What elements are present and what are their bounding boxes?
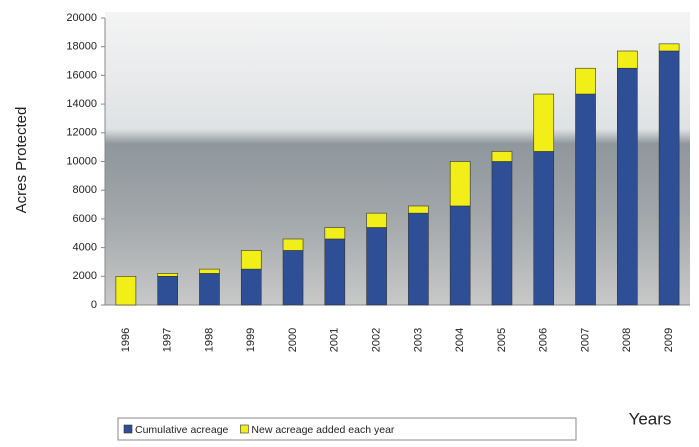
- bar-segment: [408, 205, 429, 214]
- legend-swatch: [240, 424, 249, 434]
- bar-segment: [282, 250, 304, 306]
- bar-segment: [533, 93, 555, 152]
- bar-segment: [408, 212, 429, 306]
- bar-segment: [491, 151, 513, 162]
- bar-segment: [157, 273, 178, 277]
- x-tick-label: 2003: [412, 328, 424, 352]
- legend: [117, 417, 577, 441]
- y-tick-label: 4000: [73, 242, 97, 254]
- x-tick-label: 1998: [203, 328, 215, 352]
- y-tick-label: 6000: [73, 213, 97, 225]
- y-tick-label: 20000: [66, 12, 97, 24]
- y-tick-label: 8000: [73, 184, 97, 196]
- x-tick-label: 1999: [245, 328, 257, 352]
- y-axis-label: Acres Protected: [13, 107, 30, 214]
- bar-segment: [449, 205, 471, 306]
- y-tick-label: 0: [91, 299, 97, 311]
- x-tick-label: 2007: [579, 328, 591, 352]
- bar-segment: [115, 275, 137, 306]
- y-tick-label: 16000: [66, 69, 97, 81]
- bar-segment: [366, 212, 387, 228]
- x-tick-label: 2001: [329, 328, 341, 352]
- bar-segment: [658, 43, 680, 52]
- y-tick-label: 18000: [66, 41, 97, 53]
- legend-label: New acreage added each year: [251, 424, 395, 436]
- legend-label: Cumulative acreage: [135, 424, 229, 436]
- x-tick-label: 2002: [371, 328, 383, 352]
- bar-segment: [533, 151, 555, 306]
- bar-segment: [658, 50, 680, 306]
- legend-swatch: [123, 424, 133, 434]
- bar-segment: [617, 67, 638, 306]
- bar-segment: [240, 250, 262, 270]
- x-tick-label: 2006: [538, 328, 550, 352]
- bar-segment: [491, 161, 513, 306]
- bar-segment: [157, 275, 178, 306]
- x-tick-label: 2000: [287, 328, 299, 352]
- bar-segment: [199, 268, 220, 274]
- x-tick-label: 2005: [496, 328, 508, 352]
- bar-segment: [324, 227, 346, 240]
- y-tick-label: 10000: [66, 155, 97, 167]
- bar-segment: [240, 268, 262, 306]
- y-tick-label: 2000: [73, 270, 97, 282]
- bar-segment: [199, 273, 220, 306]
- x-tick-label: 2009: [663, 328, 675, 352]
- x-tick-label: 2008: [621, 328, 633, 352]
- bar-segment: [449, 161, 471, 207]
- bar-segment: [324, 238, 346, 306]
- bar-segment: [282, 238, 304, 251]
- y-tick-label: 14000: [66, 98, 97, 110]
- x-tick-label: 1997: [162, 328, 174, 352]
- y-tick-label: 12000: [66, 127, 97, 139]
- x-axis-label: Years: [629, 409, 672, 428]
- bar-segment: [575, 93, 596, 306]
- bar-segment: [617, 50, 638, 69]
- x-tick-label: 2004: [454, 328, 466, 352]
- x-tick-label: 1996: [120, 328, 132, 352]
- plot-background: [105, 12, 690, 305]
- bar-segment: [575, 67, 596, 95]
- legend-items: Cumulative acreage New acreage added each…: [123, 424, 395, 436]
- bar-segment: [366, 227, 387, 306]
